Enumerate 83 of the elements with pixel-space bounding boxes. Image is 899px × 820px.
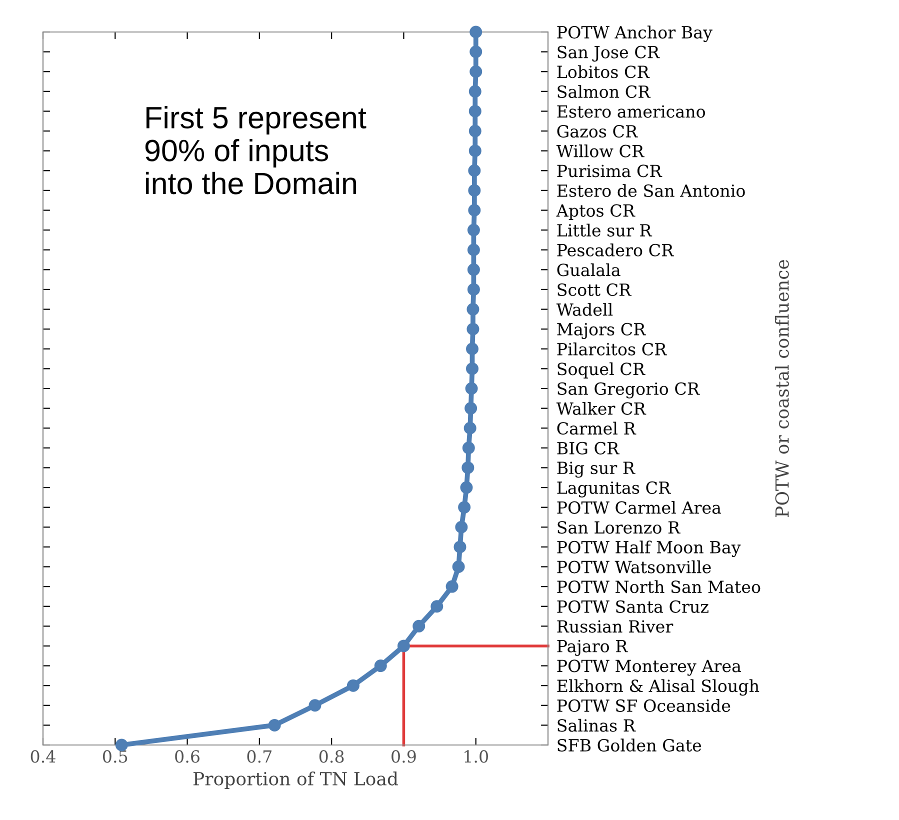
- x-tick-label: 0.8: [319, 750, 344, 763]
- y-tick-label: Soquel CR: [558, 362, 646, 378]
- y-tick-label: POTW Half Moon Bay: [557, 540, 741, 557]
- point: [464, 422, 476, 434]
- point: [460, 481, 473, 494]
- y-tick-label: Walker CR: [556, 402, 646, 415]
- y-tick-label: Purisima CR: [557, 164, 662, 178]
- point: [470, 65, 482, 78]
- point: [455, 520, 468, 534]
- point: [467, 224, 480, 236]
- point: [466, 322, 480, 336]
- y-tick-label: Pajaro R: [557, 640, 628, 656]
- y-tick-label: POTW Santa Cruz: [557, 600, 708, 613]
- x-axis-title: Proportion of TN Load: [193, 772, 398, 790]
- y-tick-label: BIG CR: [557, 442, 620, 454]
- y-tick-label: POTW Anchor Bay: [557, 26, 712, 42]
- point: [464, 402, 478, 415]
- point: [308, 699, 322, 712]
- point: [465, 382, 478, 395]
- x-tick-label: 0.5: [102, 750, 128, 763]
- point: [466, 342, 478, 356]
- y-tick-label: Elkhorn & Alisal Slough: [557, 679, 760, 696]
- y-tick-label: Estero de San Antonio: [557, 184, 745, 198]
- point: [468, 184, 481, 197]
- y-tick-label: POTW Watsonville: [557, 560, 711, 574]
- point: [467, 244, 480, 256]
- y-tick-label: Scott CR: [558, 283, 632, 296]
- x-tick-label: 0.6: [175, 750, 200, 763]
- point: [468, 164, 481, 177]
- point: [458, 501, 471, 514]
- y-tick-label: Pescadero CR: [557, 244, 674, 256]
- y-tick-label: Pilarcitos CR: [557, 342, 668, 356]
- y-tick-label: San Gregorio CR: [558, 382, 700, 398]
- y-tick-label: Estero americano: [557, 105, 706, 118]
- point: [466, 303, 480, 316]
- point: [467, 263, 480, 276]
- y-tick-label: Russian River: [557, 620, 674, 633]
- x-tick-label: 0.4: [30, 750, 56, 763]
- point: [397, 640, 410, 652]
- y-tick-label: Lobitos CR: [557, 65, 650, 78]
- y-tick-label: Lagunitas CR: [557, 481, 671, 498]
- point: [462, 442, 475, 454]
- point: [468, 85, 482, 98]
- point: [468, 144, 482, 158]
- point: [468, 124, 482, 138]
- x-tick-label: 0.7: [247, 750, 272, 763]
- point: [454, 540, 466, 554]
- point: [374, 660, 387, 672]
- point: [468, 104, 482, 118]
- point: [470, 46, 482, 58]
- y-tick-label: San Jose CR: [558, 46, 660, 62]
- y-axis-title: POTW or coastal confluence: [774, 260, 789, 517]
- point: [452, 560, 465, 573]
- point: [412, 620, 426, 632]
- point: [466, 362, 478, 375]
- annotation: First 5 represent 90% of inputs into the Domain: [145, 106, 366, 194]
- y-tick-label: SFB Golden Gate: [558, 738, 702, 752]
- y-tick-label: Little sur R: [557, 224, 652, 237]
- point: [446, 580, 458, 593]
- x-tick-label: 0.9: [392, 750, 416, 763]
- point: [467, 283, 480, 296]
- point: [346, 679, 360, 692]
- y-tick-label: POTW Monterey Area: [557, 660, 742, 676]
- y-tick-label: Majors CR: [557, 322, 646, 339]
- point: [470, 26, 482, 38]
- y-tick-label: San Lorenzo R: [558, 521, 680, 534]
- y-tick-label: POTW North San Mateo: [557, 580, 760, 594]
- y-tick-label: Gualala: [557, 263, 620, 276]
- x-tick-label: 1.0: [464, 750, 488, 763]
- y-tick-label: Wadell: [556, 302, 613, 316]
- y-tick-label: Aptos CR: [556, 204, 636, 220]
- point: [430, 600, 444, 613]
- point: [268, 718, 281, 732]
- y-tick-label: Willow CR: [556, 144, 644, 158]
- y-tick-label: Carmel R: [557, 422, 636, 435]
- y-tick-label: Big sur R: [557, 462, 636, 478]
- point: [468, 204, 481, 216]
- y-tick-label: Salmon CR: [558, 85, 651, 98]
- y-tick-label: POTW Carmel Area: [557, 501, 722, 514]
- y-tick-label: Gazos CR: [557, 124, 638, 138]
- point: [462, 461, 474, 474]
- y-tick-label: POTW SF Oceanside: [557, 699, 730, 712]
- y-tick-label: Salinas R: [558, 718, 636, 732]
